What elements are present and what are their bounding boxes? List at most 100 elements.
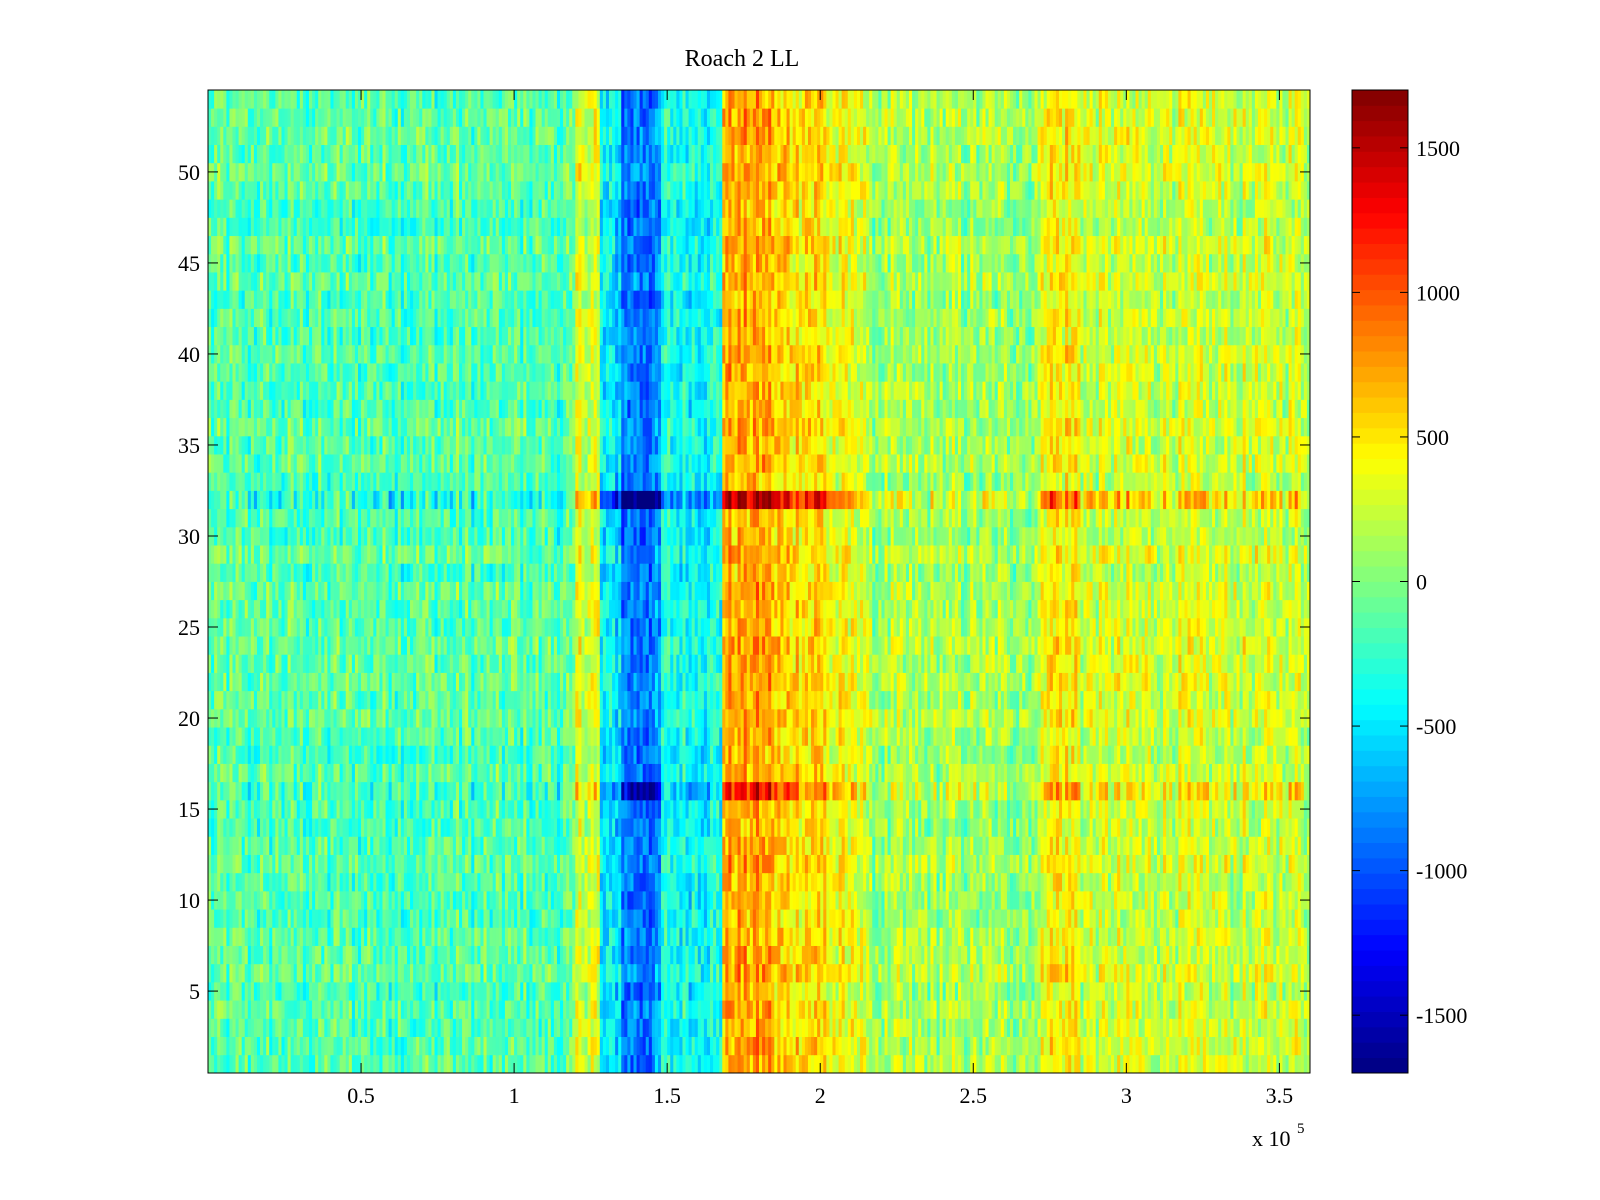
heatmap-cell: [1013, 963, 1017, 983]
heatmap-cell: [544, 872, 549, 892]
heatmap-cell: [1068, 1000, 1072, 1019]
heatmap-cell: [315, 1018, 319, 1037]
heatmap-cell: [1062, 981, 1066, 1001]
heatmap-cell: [697, 945, 702, 965]
heatmap-cell: [1199, 1054, 1204, 1074]
heatmap-cell: [1098, 945, 1103, 965]
heatmap-cell: [765, 963, 769, 983]
heatmap-cell: [722, 963, 726, 983]
heatmap-cell: [997, 872, 1002, 892]
heatmap-cell: [520, 1054, 524, 1074]
heatmap-cell: [309, 1018, 313, 1037]
heatmap-cell: [605, 927, 610, 946]
heatmap-cell: [1071, 1054, 1075, 1074]
heatmap-cell: [1114, 963, 1118, 983]
heatmap-cell: [1285, 927, 1289, 946]
heatmap-cell: [1101, 963, 1106, 983]
heatmap-cell: [976, 836, 980, 855]
heatmap-cell: [1199, 890, 1204, 910]
heatmap-cell: [563, 854, 567, 874]
heatmap-cell: [612, 872, 616, 892]
heatmap-cell: [581, 854, 585, 874]
heatmap-cell: [994, 1054, 999, 1074]
heatmap-cell: [921, 872, 925, 892]
heatmap-cell: [771, 1018, 775, 1037]
heatmap-cell: [1046, 963, 1051, 983]
heatmap-cell: [872, 1054, 876, 1074]
heatmap-cell: [575, 872, 579, 892]
heatmap-cell: [777, 1000, 781, 1019]
heatmap-cell: [336, 854, 341, 874]
heatmap-cell: [309, 854, 313, 874]
heatmap-cell: [875, 1000, 879, 1019]
heatmap-cell: [979, 836, 983, 855]
heatmap-cell: [1306, 909, 1311, 928]
heatmap-cell: [1270, 945, 1274, 965]
heatmap-cell: [697, 818, 702, 837]
heatmap-cell: [762, 818, 766, 837]
heatmap-cell: [575, 945, 579, 965]
heatmap-cell: [416, 890, 420, 910]
heatmap-cell: [970, 1054, 974, 1074]
heatmap-cell: [642, 818, 647, 837]
heatmap-cell: [584, 1054, 588, 1074]
heatmap-cell: [667, 1018, 671, 1037]
heatmap-cell: [339, 909, 344, 928]
heatmap-cell: [578, 854, 582, 874]
heatmap-cell: [682, 909, 686, 928]
heatmap-cell: [348, 1036, 353, 1056]
heatmap-cell: [321, 981, 325, 1001]
heatmap-cell: [235, 872, 240, 892]
heatmap-cell: [324, 1054, 328, 1074]
heatmap-cell: [706, 945, 711, 965]
heatmap-cell: [379, 854, 383, 874]
heatmap-cell: [550, 1018, 555, 1037]
heatmap-cell: [1270, 872, 1274, 892]
heatmap-cell: [795, 963, 800, 983]
heatmap-cell: [1120, 872, 1124, 892]
heatmap-cell: [661, 818, 665, 837]
heatmap-cell: [1025, 1018, 1029, 1037]
heatmap-cell: [915, 1000, 919, 1019]
heatmap-cell: [293, 945, 298, 965]
heatmap-cell: [1083, 927, 1087, 946]
heatmap-cell: [863, 963, 867, 983]
heatmap-cell: [1141, 981, 1146, 1001]
heatmap-cell: [651, 945, 656, 965]
heatmap-cell: [1248, 1000, 1253, 1019]
heatmap-cell: [553, 818, 558, 837]
heatmap-cell: [566, 890, 570, 910]
heatmap-cell: [336, 1000, 341, 1019]
heatmap-cell: [1166, 1018, 1170, 1037]
heatmap-cell: [605, 1036, 610, 1056]
heatmap-cell: [501, 909, 506, 928]
heatmap-cell: [1160, 1000, 1164, 1019]
heatmap-cell: [1254, 1036, 1259, 1056]
heatmap-cell: [462, 981, 466, 1001]
heatmap-cell: [241, 927, 246, 946]
heatmap-cell: [976, 981, 980, 1001]
heatmap-cell: [798, 909, 803, 928]
heatmap-cell: [553, 836, 558, 855]
heatmap-cell: [302, 909, 307, 928]
heatmap-cell: [685, 909, 689, 928]
heatmap-cell: [615, 909, 619, 928]
heatmap-cell: [376, 854, 380, 874]
heatmap-cell: [918, 945, 922, 965]
heatmap-cell: [373, 927, 377, 946]
heatmap-cell: [425, 818, 429, 837]
heatmap-cell: [942, 927, 947, 946]
heatmap-cell: [973, 818, 977, 837]
heatmap-cell: [988, 818, 993, 837]
heatmap-cell: [281, 1036, 285, 1056]
heatmap-cell: [560, 818, 564, 837]
heatmap-cell: [1257, 872, 1262, 892]
heatmap-cell: [284, 981, 288, 1001]
heatmap-cell: [814, 1054, 818, 1074]
heatmap-cell: [875, 909, 879, 928]
heatmap-cell: [446, 1054, 451, 1074]
heatmap-cell: [1224, 1036, 1228, 1056]
heatmap-cell: [762, 909, 766, 928]
heatmap-cell: [679, 836, 683, 855]
heatmap-cell: [287, 854, 292, 874]
